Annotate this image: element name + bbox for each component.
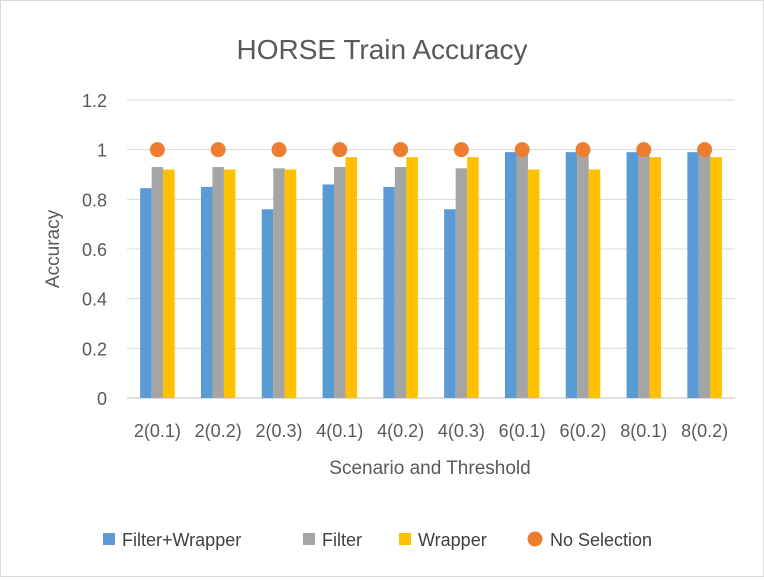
legend-swatch-filter	[303, 533, 315, 545]
bar-filter-wrapper-3	[322, 184, 335, 398]
bar-filter-6	[516, 150, 528, 398]
y-axis-label: Accuracy	[43, 209, 64, 288]
x-tick-label: 8(0.1)	[620, 421, 667, 441]
bar-filter-2	[273, 168, 285, 398]
legend-label-wrapper: Wrapper	[418, 530, 487, 550]
bar-wrapper-2	[284, 169, 297, 398]
bar-filter-wrapper-5	[444, 209, 456, 398]
marker-no-selection-3	[332, 142, 348, 158]
y-tick-label: 1.2	[82, 91, 107, 111]
bar-filter-wrapper-1	[200, 186, 213, 398]
bar-wrapper-6	[527, 169, 540, 398]
bar-filter-3	[334, 167, 346, 398]
y-tick-label: 0.6	[82, 240, 107, 260]
marker-no-selection-9	[697, 142, 713, 158]
bar-wrapper-3	[345, 157, 358, 398]
y-tick-label: 0.2	[82, 339, 107, 359]
bar-filter-9	[698, 150, 711, 398]
x-tick-label: 8(0.2)	[681, 421, 728, 441]
bar-filter-wrapper-4	[383, 186, 395, 398]
y-tick-label: 0.4	[82, 290, 107, 310]
x-tick-label: 6(0.1)	[499, 421, 546, 441]
legend-label-no-selection: No Selection	[550, 530, 652, 550]
chart-title: HORSE Train Accuracy	[237, 34, 528, 65]
bar-wrapper-5	[467, 157, 479, 398]
bar-filter-5	[455, 168, 468, 398]
x-axis-label: Scenario and Threshold	[329, 458, 530, 479]
x-tick-label: 2(0.3)	[255, 421, 302, 441]
bar-filter-wrapper-8	[626, 152, 639, 398]
y-tick-label: 0	[97, 389, 107, 409]
bar-filter-8	[638, 150, 650, 398]
x-tick-label: 2(0.1)	[134, 421, 181, 441]
legend-label-filter: Filter	[322, 530, 362, 550]
x-tick-label: 2(0.2)	[195, 421, 242, 441]
bar-filter-wrapper-6	[504, 152, 517, 398]
marker-no-selection-0	[149, 142, 165, 158]
y-tick-label: 0.8	[82, 190, 107, 210]
marker-no-selection-8	[636, 142, 652, 158]
x-tick-label: 4(0.3)	[438, 421, 485, 441]
legend: Filter+Wrapper Filter Wrapper No Selection	[103, 530, 652, 550]
bar-filter-7	[577, 150, 589, 398]
markers	[149, 142, 713, 158]
marker-no-selection-1	[210, 142, 226, 158]
x-tick-labels: 2(0.1) 2(0.2) 2(0.3) 4(0.1) 4(0.2) 4(0.3) 6(0.…	[134, 421, 728, 441]
bar-wrapper-4	[406, 157, 418, 398]
legend-label-filter-wrapper: Filter+Wrapper	[122, 530, 241, 550]
x-tick-label: 4(0.1)	[316, 421, 363, 441]
marker-no-selection-4	[393, 142, 409, 158]
bar-wrapper-1	[223, 169, 236, 398]
marker-no-selection-5	[453, 142, 469, 158]
marker-no-selection-6	[514, 142, 530, 158]
bar-filter-1	[212, 167, 224, 398]
y-tick-label: 1	[97, 141, 107, 161]
bar-wrapper-7	[588, 169, 601, 398]
marker-no-selection-7	[575, 142, 591, 158]
marker-no-selection-2	[271, 142, 287, 158]
legend-swatch-no-selection	[527, 531, 543, 547]
legend-swatch-filter-wrapper	[103, 533, 115, 545]
legend-swatch-wrapper	[399, 533, 411, 545]
bar-filter-wrapper-9	[687, 152, 699, 398]
bar-filter-wrapper-0	[140, 188, 152, 398]
bar-filter-wrapper-7	[565, 152, 578, 398]
bar-wrapper-8	[649, 157, 662, 398]
bars	[140, 150, 722, 398]
bar-filter-4	[394, 167, 407, 398]
x-tick-label: 6(0.2)	[559, 421, 606, 441]
bar-filter-wrapper-2	[261, 209, 274, 398]
bar-wrapper-0	[163, 169, 175, 398]
y-tick-labels: 0 0.2 0.4 0.6 0.8 1 1.2	[82, 91, 107, 409]
bar-filter-0	[151, 167, 164, 398]
x-tick-label: 4(0.2)	[377, 421, 424, 441]
bar-wrapper-9	[710, 157, 722, 398]
